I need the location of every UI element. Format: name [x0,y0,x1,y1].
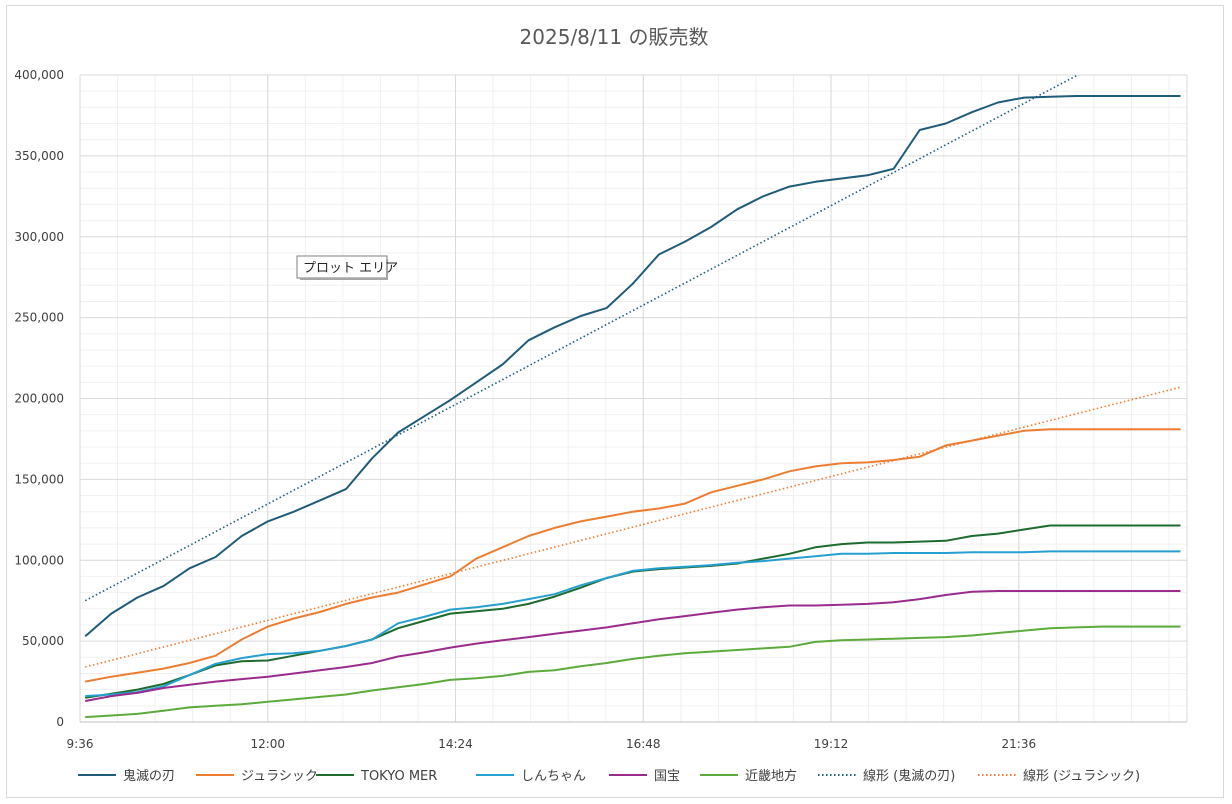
x-tick-label: 12:00 [250,737,285,751]
x-tick-label: 16:48 [626,737,661,751]
series-line-4 [85,590,1181,702]
y-axis: 0 50,000 100,000 150,000 200,000 250,000 300,0… [14,68,64,729]
y-tick-label: 100,000 [14,553,64,567]
legend-label-3: しんちゃん [521,769,586,784]
x-tick-label: 14:24 [438,737,473,751]
y-tick-label: 250,000 [14,311,64,325]
legend-label-5: 近畿地方 [745,768,797,784]
series-line-7 [85,386,1181,668]
y-tick-label: 350,000 [14,149,64,163]
legend-label-0: 鬼滅の刃 [123,768,175,784]
y-tick-label: 0 [56,715,64,729]
series-line-1 [85,428,1181,683]
legend-label-2: TOKYO MER [360,769,437,784]
series-line-3 [85,550,1181,698]
chart-title: 2025/8/11 の販売数 [520,25,709,49]
plot-lines [84,75,1181,719]
y-tick-label: 150,000 [14,472,64,486]
legend-label-7: 線形 (ジュラシック) [1023,768,1140,784]
tooltip-text: プロット エリア [303,261,398,276]
legend: 鬼滅の刃 ジュラシック TOKYO MER しんちゃん 国宝 近畿地方 線形 (鬼滅の刃) 線… [78,768,1140,784]
legend-label-4: 国宝 [654,769,680,784]
series-line-0 [84,95,1181,638]
x-tick-label: 19:12 [814,737,849,751]
series-line-6 [84,75,1080,602]
major-gridlines [79,74,1187,723]
x-axis: 9:36 12:00 14:24 16:48 19:12 21:36 [67,75,1188,751]
legend-label-1: ジュラシック [241,769,318,784]
legend-label-6: 線形 (鬼滅の刃) [863,768,955,784]
y-tick-label: 400,000 [14,68,64,82]
y-tick-label: 200,000 [14,392,64,406]
x-tick-label: 9:36 [67,737,94,751]
x-tick-label: 21:36 [1002,737,1037,751]
series-line-5 [85,625,1181,719]
y-tick-label: 300,000 [14,230,64,244]
plot-area-tooltip: プロット エリア [296,255,398,280]
y-tick-label: 50,000 [22,634,64,648]
